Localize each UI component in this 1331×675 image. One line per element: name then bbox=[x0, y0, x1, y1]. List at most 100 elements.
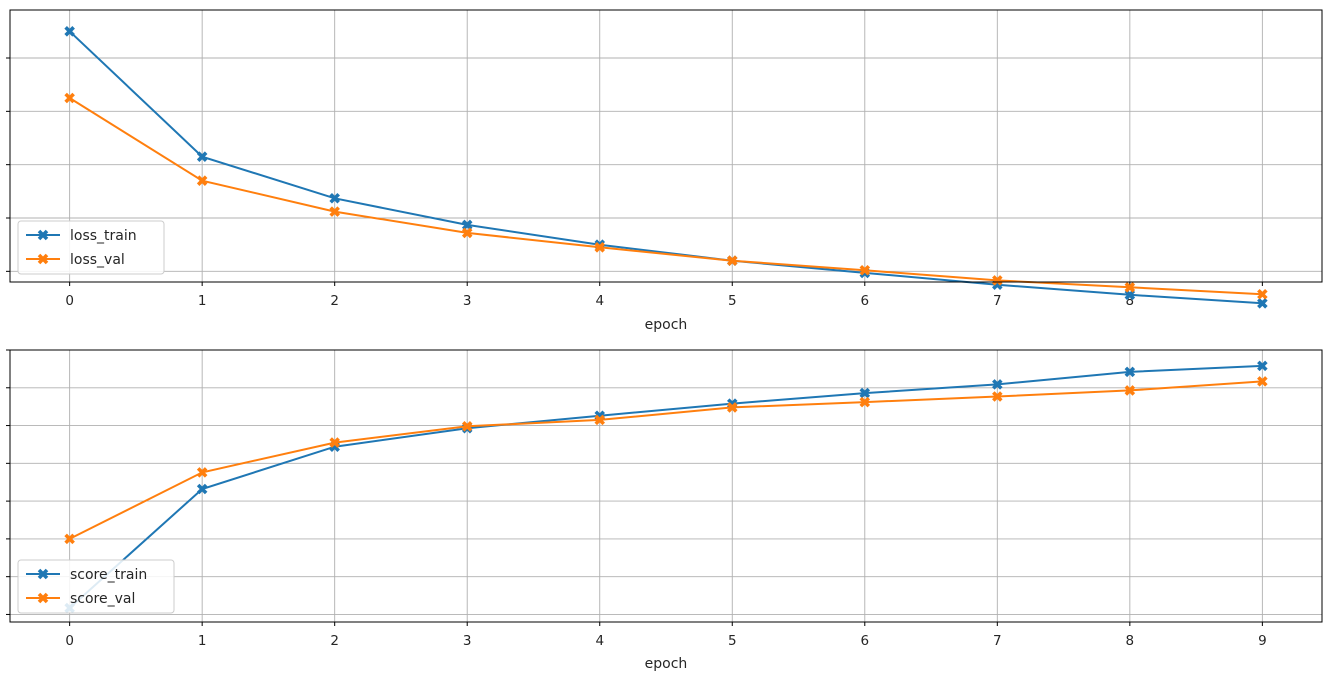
data-point-loss_train bbox=[64, 26, 75, 37]
data-point-loss_val bbox=[859, 264, 871, 276]
marker-x bbox=[859, 264, 871, 276]
marker-x bbox=[992, 275, 1003, 286]
data-point-score_val bbox=[461, 421, 473, 432]
marker-x bbox=[196, 467, 208, 478]
x-tick-label: 3 bbox=[463, 633, 472, 649]
x-tick-label: 3 bbox=[463, 293, 472, 309]
x-tick-label: 5 bbox=[728, 293, 737, 309]
x-tick-label: 2 bbox=[330, 293, 339, 309]
data-point-loss_val bbox=[64, 92, 75, 104]
marker-x bbox=[1257, 298, 1268, 309]
data-point-loss_train bbox=[461, 219, 473, 231]
x-tick-label: 8 bbox=[1126, 293, 1135, 309]
x-tick-label: 9 bbox=[1258, 633, 1267, 649]
legend-marker bbox=[37, 253, 49, 265]
score-subplot: 0 1 2 3 4 5 6 7 8 9 epoch score_train score_val bbox=[6, 349, 1323, 672]
marker-x bbox=[461, 421, 473, 432]
marker-x bbox=[329, 437, 340, 448]
data-point-score_train bbox=[196, 483, 208, 495]
marker-x bbox=[992, 391, 1003, 402]
marker-x bbox=[859, 396, 871, 408]
legend-item-loss_val: loss_val bbox=[26, 252, 125, 268]
marker-x bbox=[1124, 282, 1136, 293]
series-line-score_train bbox=[68, 364, 1263, 609]
legend-marker bbox=[37, 229, 49, 241]
x-axis-label: epoch bbox=[645, 656, 688, 672]
marker-x bbox=[859, 387, 871, 399]
x-tick-label: 4 bbox=[595, 293, 604, 309]
data-point-score_val bbox=[1124, 385, 1136, 396]
data-point-score_train bbox=[859, 387, 871, 399]
marker-x bbox=[1124, 385, 1136, 396]
data-point-score_val bbox=[594, 414, 606, 426]
legend-label: score_val bbox=[70, 591, 135, 607]
marker-x bbox=[726, 402, 738, 413]
marker-x bbox=[64, 92, 75, 104]
data-point-loss_val bbox=[1124, 282, 1136, 293]
x-tick-label: 1 bbox=[198, 293, 207, 309]
legend-marker bbox=[37, 592, 49, 604]
x-tick-label: 1 bbox=[198, 633, 207, 649]
data-point-loss_val bbox=[329, 206, 340, 217]
data-point-score_train bbox=[992, 379, 1003, 390]
data-point-score_val bbox=[992, 391, 1003, 402]
legend-item-loss_train: loss_train bbox=[26, 228, 137, 244]
series-line-loss_val bbox=[69, 97, 1263, 296]
series-line-loss_train bbox=[68, 30, 1263, 305]
marker-x bbox=[64, 533, 75, 545]
legend: loss_train loss_val bbox=[17, 220, 165, 275]
marker-x bbox=[992, 379, 1003, 390]
x-tick-label: 7 bbox=[993, 293, 1002, 309]
x-tick-label: 8 bbox=[1126, 633, 1135, 649]
data-point-loss_train bbox=[196, 151, 208, 162]
data-point-loss_train bbox=[329, 192, 340, 204]
marker-x bbox=[196, 151, 208, 162]
marker-x bbox=[594, 242, 606, 253]
data-point-score_val bbox=[859, 396, 871, 408]
data-point-score_val bbox=[196, 467, 208, 478]
data-point-score_train bbox=[1257, 360, 1268, 372]
marker-x bbox=[1257, 376, 1268, 387]
marker-x bbox=[461, 219, 473, 231]
data-point-loss_val bbox=[726, 255, 738, 266]
x-tick-label: 0 bbox=[65, 633, 74, 649]
legend-label: loss_train bbox=[70, 228, 137, 244]
legend-item-score_train: score_train bbox=[26, 567, 147, 583]
series-line-score_val bbox=[69, 380, 1263, 540]
marker-x bbox=[196, 483, 208, 495]
x-tick-label: 7 bbox=[993, 633, 1002, 649]
axes-frame bbox=[9, 9, 1323, 283]
marker-x bbox=[1257, 288, 1268, 300]
legend-item-score_val: score_val bbox=[26, 591, 135, 607]
data-point-score_val bbox=[64, 533, 75, 545]
marker-x bbox=[461, 227, 473, 239]
data-point-loss_train bbox=[1257, 298, 1268, 309]
marker-x bbox=[329, 192, 340, 204]
x-tick-label: 0 bbox=[65, 293, 74, 309]
data-point-score_train bbox=[1124, 366, 1136, 378]
x-axis-label: epoch bbox=[645, 317, 688, 333]
marker-x bbox=[329, 206, 340, 217]
x-tick-label: 5 bbox=[728, 633, 737, 649]
legend-label: score_train bbox=[70, 567, 147, 583]
data-point-score_val bbox=[726, 402, 738, 413]
data-point-loss_val bbox=[992, 275, 1003, 286]
data-point-loss_val bbox=[196, 175, 208, 186]
marker-x bbox=[726, 255, 738, 266]
legend-label: loss_val bbox=[70, 252, 125, 268]
data-point-score_val bbox=[329, 437, 340, 448]
axes-frame bbox=[9, 349, 1323, 623]
data-point-score_val bbox=[1257, 376, 1268, 387]
x-tick-label: 2 bbox=[330, 633, 339, 649]
marker-x bbox=[64, 26, 75, 37]
legend: score_train score_val bbox=[17, 559, 175, 614]
x-tick-label: 4 bbox=[595, 633, 604, 649]
marker-x bbox=[1124, 366, 1136, 378]
x-tick-label: 6 bbox=[860, 633, 869, 649]
legend-marker bbox=[37, 568, 49, 580]
data-point-loss_val bbox=[461, 227, 473, 239]
data-point-loss_val bbox=[594, 242, 606, 253]
marker-x bbox=[196, 175, 208, 186]
